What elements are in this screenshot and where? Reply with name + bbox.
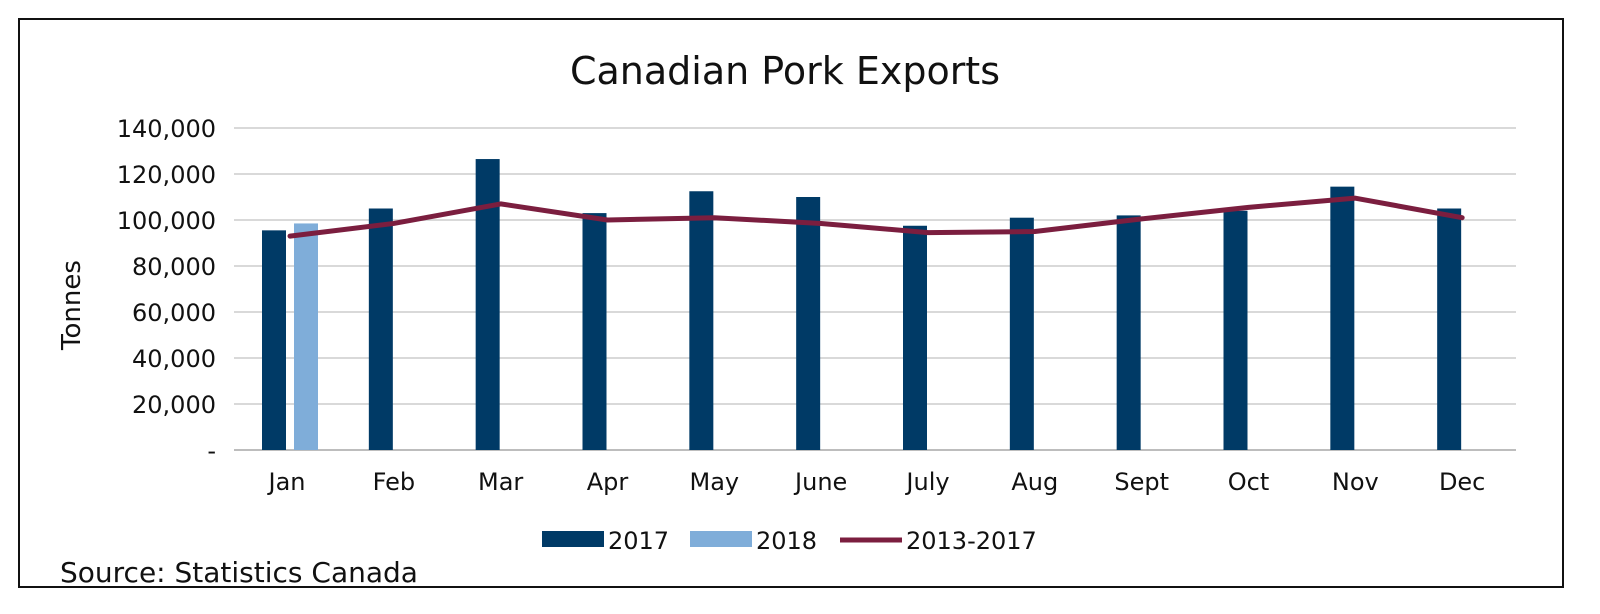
x-axis-ticks: Jan Feb Mar Apr May June July Aug Sept Oct Nov Dec <box>267 468 1486 496</box>
chart-title: Canadian Pork Exports <box>570 49 1000 93</box>
x-tick-label: Jan <box>267 468 306 496</box>
bar-2018-jan <box>294 223 318 450</box>
chart-frame: Canadian Pork Exports Tonnes - 20,000 40,0… <box>18 18 1564 589</box>
y-tick-label: 20,000 <box>132 391 216 419</box>
bar-2017-june <box>796 197 821 450</box>
line-point-aug <box>1034 231 1036 232</box>
legend-item-2017: 2017 <box>542 527 669 555</box>
line-point-dec <box>1461 217 1463 219</box>
y-tick-label: 80,000 <box>132 253 216 281</box>
gridlines <box>234 127 1516 451</box>
bar-2017-nov <box>1330 186 1355 450</box>
bar-line-chart: Canadian Pork Exports Tonnes - 20,000 40,0… <box>57 49 1516 555</box>
bar-2017-jan <box>262 230 286 450</box>
y-axis-label: Tonnes <box>57 260 87 351</box>
y-tick-label: 120,000 <box>117 161 216 189</box>
y-axis-ticks: - 20,000 40,000 60,000 80,000 100,000 120,000 1… <box>117 115 216 465</box>
legend-swatch <box>690 531 752 547</box>
bar-2017-july <box>903 225 927 450</box>
line-point-nov <box>1354 197 1356 199</box>
x-tick-label: Apr <box>587 468 629 496</box>
line-point-feb <box>393 222 395 224</box>
x-tick-label: Mar <box>478 468 523 496</box>
bar-2017-apr <box>582 213 607 450</box>
y-tick-label: 40,000 <box>132 345 216 373</box>
line-2013-2017 <box>287 195 1465 239</box>
source-note: Source: Statistics Canada <box>60 556 418 589</box>
line-point-apr <box>607 219 608 221</box>
bars <box>262 159 1462 451</box>
legend-swatch <box>542 531 604 547</box>
y-tick-label: 100,000 <box>117 207 216 235</box>
legend-label: 2018 <box>756 527 817 555</box>
x-tick-label: Sept <box>1114 468 1169 496</box>
line-point-may <box>713 217 715 219</box>
bar-2017-may <box>689 191 714 450</box>
y-tick-label: - <box>207 437 216 465</box>
bar-2017-sept <box>1116 215 1141 450</box>
x-tick-label: July <box>904 468 949 496</box>
line-point-july <box>927 232 929 234</box>
x-tick-label: Aug <box>1011 468 1058 496</box>
x-tick-label: Feb <box>373 468 416 496</box>
line-point-jan <box>289 235 291 237</box>
x-tick-label: June <box>793 468 847 496</box>
x-tick-label: Nov <box>1332 468 1379 496</box>
line-point-june <box>820 222 822 224</box>
legend: 2017 2018 2013-2017 <box>542 527 1037 555</box>
line-point-mar <box>500 203 502 205</box>
bar-2017-dec <box>1437 208 1462 450</box>
line-point-sept <box>1141 218 1143 220</box>
y-tick-label: 60,000 <box>132 299 216 327</box>
bar-2017-aug <box>1009 217 1034 450</box>
y-tick-label: 140,000 <box>117 115 216 143</box>
x-tick-label: Dec <box>1439 468 1485 496</box>
x-tick-label: Oct <box>1228 468 1270 496</box>
x-tick-label: May <box>690 468 740 496</box>
bar-2017-oct <box>1223 210 1248 450</box>
legend-item-2013-2017: 2013-2017 <box>840 527 1037 555</box>
line-point-oct <box>1248 206 1249 208</box>
bar-2017-feb <box>368 208 393 450</box>
average-line <box>287 195 1465 239</box>
legend-label: 2013-2017 <box>906 527 1037 555</box>
legend-item-2018: 2018 <box>690 527 817 555</box>
legend-label: 2017 <box>608 527 669 555</box>
